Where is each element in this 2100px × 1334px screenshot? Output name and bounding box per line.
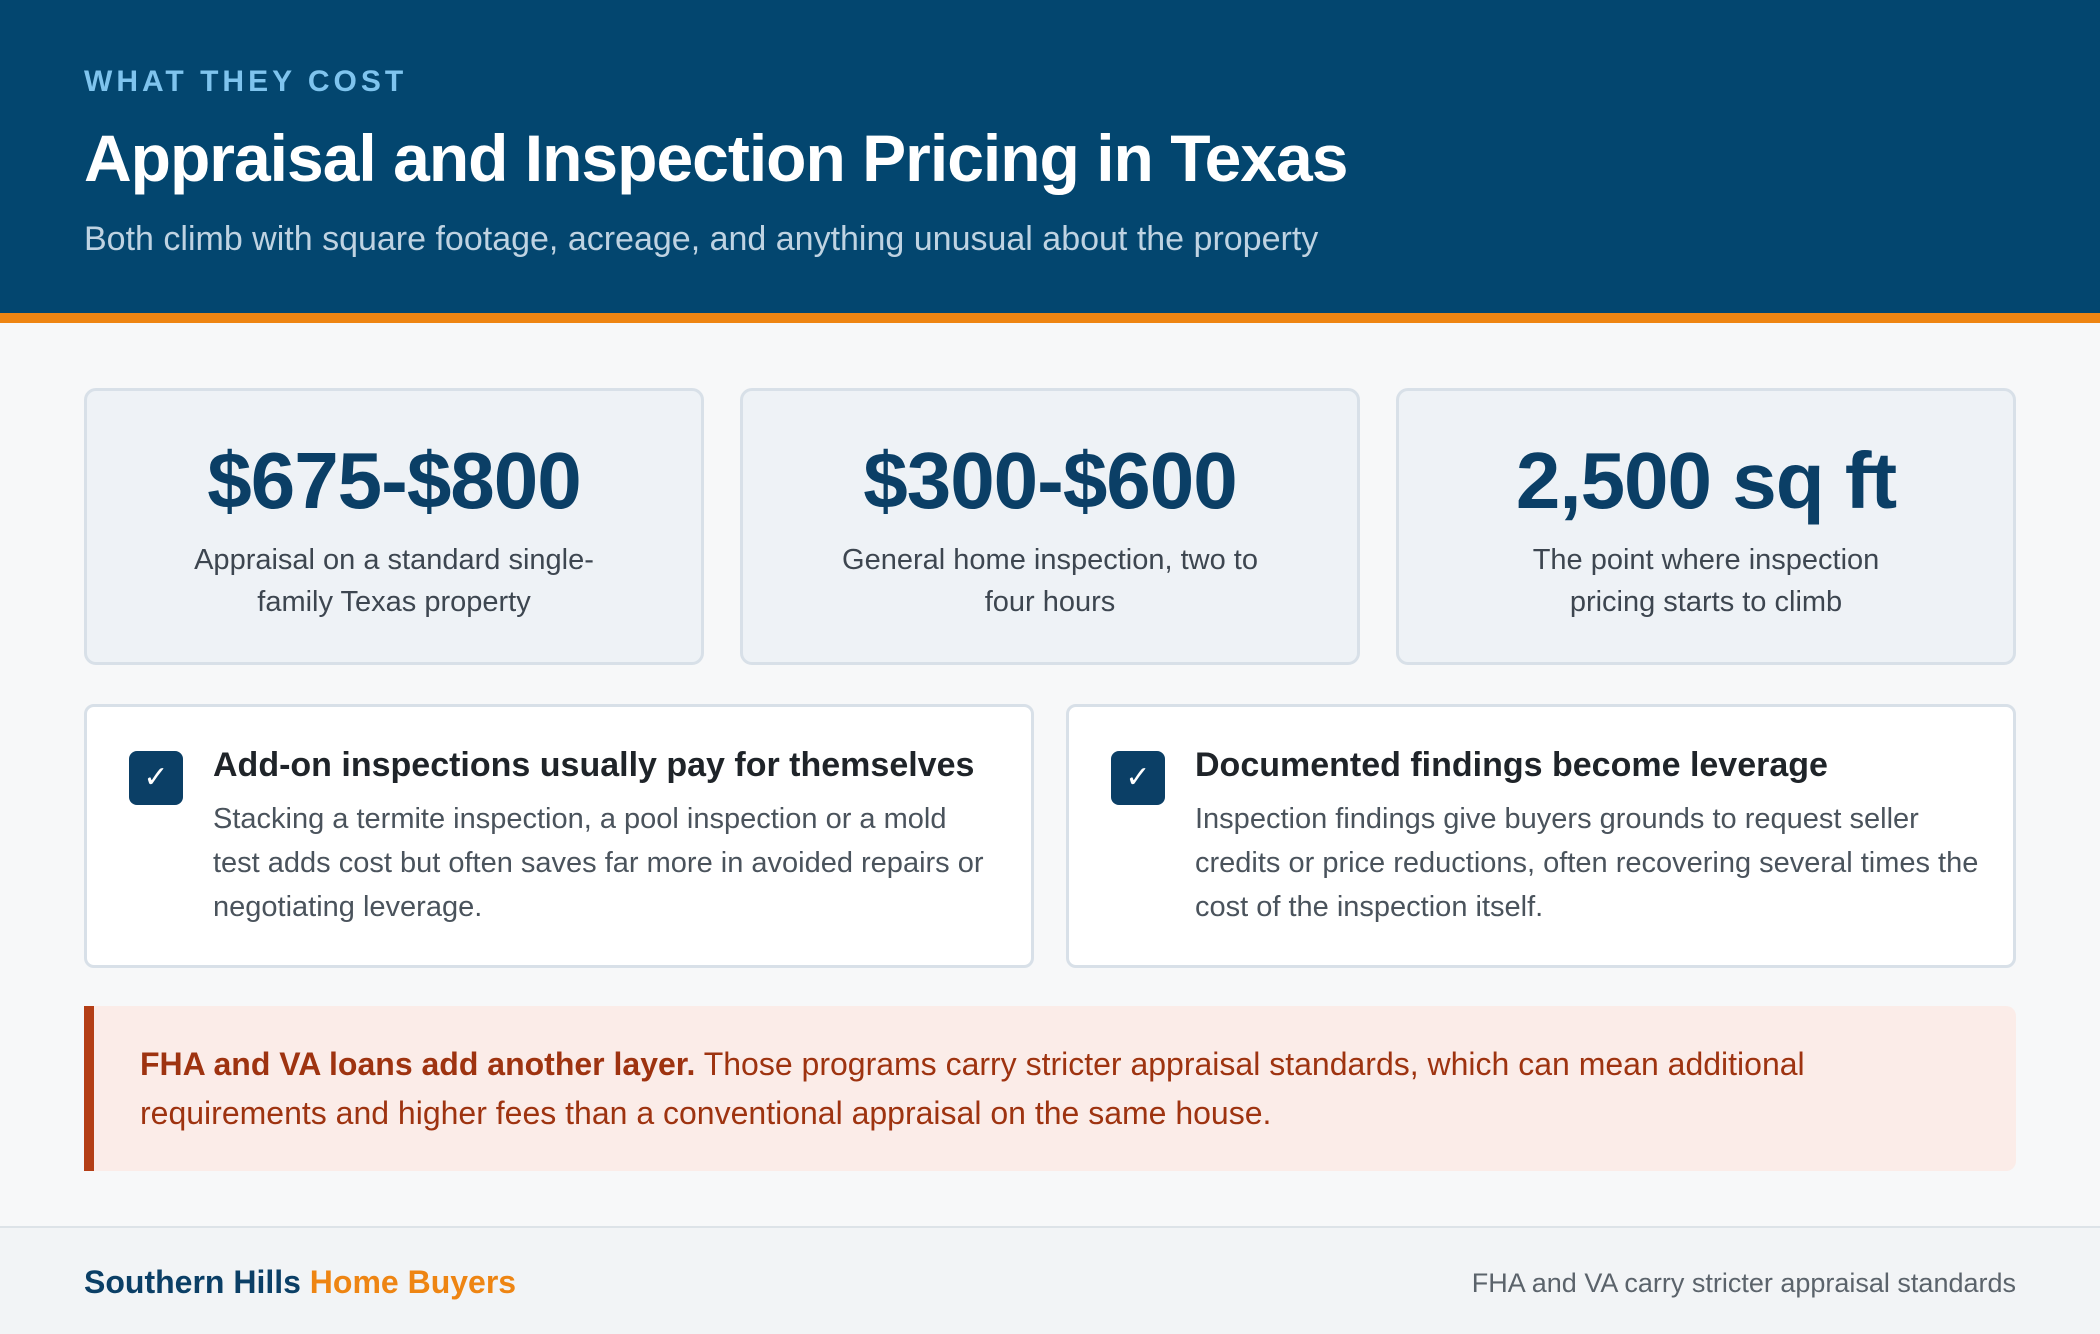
brand-name-primary: Southern Hills [84,1264,301,1300]
info-card-title: Add-on inspections usually pay for thems… [213,746,975,784]
callout-lead: FHA and VA loans add another layer. [140,1046,696,1082]
brand-logo: Southern Hills Home Buyers [84,1260,516,1304]
info-card-body: Inspection findings give buyers grounds … [1195,803,1979,923]
info-card-add-on-inspections: ✓ Add-on inspections usually pay for the… [84,704,1034,968]
info-card-documented-findings: ✓ Documented findings become leverage In… [1066,704,2016,968]
accent-divider [0,313,2100,323]
footer: Southern Hills Home Buyers FHA and VA ca… [0,1226,2100,1334]
callout-text: Those programs carry stricter appraisal … [140,1046,1805,1131]
fha-va-callout: FHA and VA loans add another layer. Thos… [84,1006,2016,1171]
check-icon: ✓ [1111,751,1165,805]
stat-label: General home inspection, two to four hou… [842,544,1258,618]
stat-value: $675-$800 [207,436,582,525]
stat-card-appraisal: $675-$800 Appraisal on a standard single… [84,388,704,665]
stat-card-square-footage: 2,500 sq ft The point where inspection p… [1396,388,2016,665]
info-card-title: Documented findings become leverage [1195,746,1828,784]
stat-value: $300-$600 [863,436,1238,525]
brand-name-accent: Home Buyers [300,1264,517,1300]
stat-label: Appraisal on a standard single-family Te… [194,544,594,618]
eyebrow-label: WHAT THEY COST [84,65,408,98]
footer-note: FHA and VA carry stricter appraisal stan… [1471,1268,2016,1298]
page-subtitle: Both climb with square footage, acreage,… [84,220,1319,258]
info-card-body: Stacking a termite inspection, a pool in… [213,803,984,923]
stat-card-inspection: $300-$600 General home inspection, two t… [740,388,1360,665]
check-icon: ✓ [129,751,183,805]
header-banner: WHAT THEY COST Appraisal and Inspection … [0,0,2100,313]
stat-value: 2,500 sq ft [1515,436,1897,525]
page-title: Appraisal and Inspection Pricing in Texa… [84,121,1348,195]
stat-label: The point where inspection pricing start… [1532,544,1880,618]
